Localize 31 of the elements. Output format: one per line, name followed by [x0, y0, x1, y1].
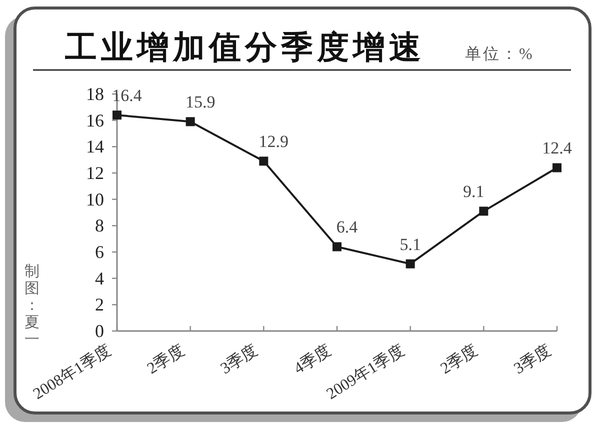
y-tick-label: 16 — [86, 110, 104, 130]
y-tick-label: 4 — [95, 268, 104, 288]
data-label: 15.9 — [185, 92, 216, 112]
point — [552, 163, 562, 172]
x-tick-label: 2季度 — [437, 341, 481, 378]
y-tick-label: 18 — [86, 84, 104, 104]
point — [332, 242, 342, 252]
y-tick-label: 0 — [95, 321, 104, 341]
point — [406, 259, 415, 268]
x-tick-label: 3季度 — [510, 341, 554, 378]
point — [112, 110, 122, 120]
y-tick-label: 14 — [86, 136, 104, 157]
data-label: 16.4 — [112, 86, 142, 106]
data-label: 12.4 — [542, 138, 572, 158]
y-tick-label: 12 — [86, 163, 104, 183]
data-label: 6.4 — [336, 218, 358, 237]
x-tick-label: 4季度 — [290, 341, 334, 378]
point — [186, 117, 195, 126]
data-label: 5.1 — [400, 234, 421, 254]
data-label: 12.9 — [258, 132, 289, 152]
x-tick-label: 2季度 — [144, 341, 188, 378]
y-tick-label: 10 — [86, 189, 104, 210]
y-tick-label: 8 — [95, 216, 104, 236]
chart-title: 工业增加值分季度增速 — [64, 29, 425, 65]
x-tick-label: 3季度 — [217, 341, 261, 378]
chart-subtitle: 单位：% — [465, 45, 534, 63]
y-tick-label: 2 — [95, 294, 104, 315]
point — [259, 156, 268, 166]
y-tick-label: 6 — [95, 242, 104, 262]
data-label: 9.1 — [463, 182, 484, 202]
point — [479, 206, 488, 216]
